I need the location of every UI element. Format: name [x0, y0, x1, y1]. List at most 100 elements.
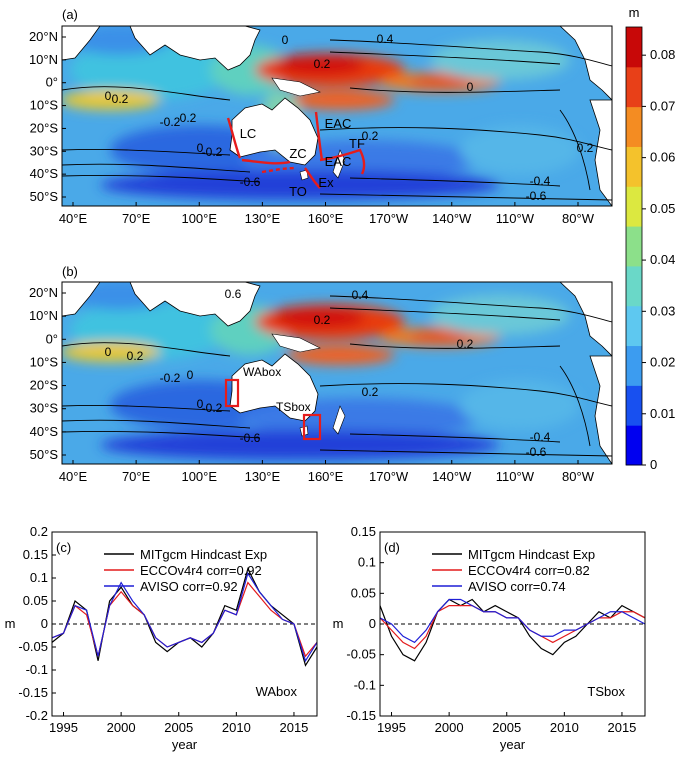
legend-entry: AVISO corr=0.74	[468, 579, 566, 594]
colorbar-swatch	[626, 106, 642, 147]
colorbar-swatch	[626, 186, 642, 227]
y-tick-label: -0.05	[18, 639, 48, 654]
contour-label: -0.6	[526, 445, 547, 459]
panel-b-frame	[61, 281, 613, 465]
y-tick-label: -0.15	[18, 685, 48, 700]
lon-tick-label: 170°W	[369, 469, 409, 484]
contour-label: -0.2	[160, 371, 181, 385]
contour-label: 0	[197, 141, 204, 155]
lon-tick-label: 110°W	[496, 469, 535, 484]
x-tick-label: 2015	[279, 720, 308, 735]
legend-entry: MITgcm Hindcast Exp	[140, 547, 267, 562]
lat-tick-label: 40°S	[30, 166, 59, 181]
current-label: TF	[349, 136, 365, 151]
lat-tick-label: 50°S	[30, 189, 59, 204]
colorbar-swatch	[626, 305, 642, 347]
lon-tick-label: 170°W	[369, 211, 409, 226]
series-line-eccov4r4	[379, 604, 646, 650]
legend-entry: ECCOv4r4 corr=0.92	[140, 563, 262, 578]
contour-label: 0.6	[225, 287, 242, 301]
box-label: WAbox	[243, 365, 281, 379]
x-axis-label: year	[172, 737, 198, 752]
contour-label: -0.6	[240, 175, 261, 189]
current-label: EAC	[325, 154, 352, 169]
legend-entry: ECCOv4r4 corr=0.82	[468, 563, 590, 578]
panel-b-lat-ticks: 20°N 10°N 0° 10°S 20°S 30°S 40°S 50°S	[29, 285, 66, 462]
panel-a-lat-ticks: 20°N 10°N 0° 10°S 20°S 30°S 40°S 50°S	[29, 29, 66, 204]
x-tick-label: 2000	[435, 720, 464, 735]
contour-label: -0.2	[160, 115, 181, 129]
boundary-currents	[226, 111, 366, 189]
box-name: TSbox	[587, 684, 625, 699]
contour-label: 0	[105, 345, 112, 359]
contour-label: 0.2	[577, 141, 594, 155]
current-label: EAC	[325, 116, 352, 131]
x-tick-label: 2005	[164, 720, 193, 735]
y-tick-label: -0.1	[354, 677, 376, 692]
contour-label: -0.2	[202, 401, 223, 415]
lat-tick-label: 30°S	[30, 401, 59, 416]
lat-tick-label: 0°	[46, 75, 58, 90]
colorbar-tick-label: 0.01	[650, 406, 675, 421]
current-label: Ex	[318, 175, 334, 190]
lat-tick-label: 0°	[46, 331, 58, 346]
y-tick-label: 0.2	[30, 524, 48, 539]
contour-label: -0.4	[530, 430, 551, 444]
current-label: LC	[240, 126, 257, 141]
contour-label: 0.2	[457, 337, 474, 351]
lon-tick-label: 40°E	[59, 469, 88, 484]
panel-a-field	[62, 26, 612, 206]
lon-tick-label: 140°W	[432, 211, 472, 226]
panel-a: (a) 20°N 10°N 0° 10°S 20°S 30°S 40°S 50°S 40°E 7…	[29, 7, 613, 226]
legend-entry: MITgcm Hindcast Exp	[468, 547, 595, 562]
panel-a-contour-labels: 0 0.40.20 0.200.2-0.20-0.20.2-0.4-0.6-0.60…	[105, 32, 594, 203]
lat-tick-label: 10°S	[30, 98, 59, 113]
colorbar-ticks: 0 0.01 0.02 0.03 0.04 0.05 0.06 0.07 0.08	[642, 47, 675, 472]
panel-a-current-labels: LC EAC ZC TF EAC Ex TO	[240, 116, 365, 199]
contour-label: -0.2	[202, 145, 223, 159]
lat-tick-label: 20°N	[29, 285, 58, 300]
y-tick-label: 0.15	[351, 524, 376, 539]
legend-entry: AVISO corr=0.92	[140, 579, 238, 594]
lat-tick-label: 20°S	[30, 378, 59, 393]
panel-c: (c) -0.2 -0.15 -0.1 -0.05 0 0.05 0.1 0.15 0.2 1995…	[5, 524, 318, 752]
colorbar-swatch	[626, 265, 642, 307]
x-axis-label: year	[500, 737, 526, 752]
colorbar: 0 0.01 0.02 0.03 0.04 0.05 0.06 0.07 0.08 m	[625, 5, 675, 472]
panel-b-label: (b)	[62, 264, 78, 279]
colorbar-tick-label: 0.02	[650, 355, 675, 370]
colorbar-tick-label: 0.03	[650, 303, 675, 318]
panel-b: (b) 20°N 10°N 0° 10°S 20°S 30°S 40°S 50°S 40°E 7…	[29, 264, 613, 484]
lat-tick-label: 10°N	[29, 308, 58, 323]
panel-label: (d)	[384, 540, 400, 555]
series-line-aviso	[379, 598, 646, 644]
contour-label: -0.4	[530, 174, 551, 188]
box-label: TSbox	[276, 400, 311, 414]
colorbar-tick-label: 0.07	[650, 98, 675, 113]
colorbar-swatch	[626, 226, 642, 267]
contour-label: 0	[197, 397, 204, 411]
contour-label: 0.2	[127, 349, 144, 363]
panel-b-lon-ticks: 40°E 70°E 100°E 130°E 160°E 170°W 140°W 110°W 80…	[59, 460, 595, 484]
colorbar-tick-label: 0.05	[650, 201, 675, 216]
colorbar-swatch	[626, 385, 642, 426]
contour-label: 0.2	[112, 92, 129, 106]
contour-label: 0.2	[362, 385, 379, 399]
current-label: TO	[289, 184, 307, 199]
y-tick-label: 0.15	[23, 547, 48, 562]
panel-b-field	[62, 282, 612, 464]
contour-label: 0.2	[362, 129, 379, 143]
panel-a-label: (a)	[62, 7, 78, 22]
series-line-aviso	[51, 571, 318, 663]
colorbar-swatch	[626, 146, 642, 187]
contour-label: 0	[105, 89, 112, 103]
contour-label: 0.2	[314, 313, 331, 327]
panel-a-lon-ticks: 40°E 70°E 100°E 130°E 160°E 170°W 140°W 110°W 80…	[59, 202, 595, 226]
colorbar-swatch	[626, 425, 642, 466]
y-tick-label: 0.1	[358, 555, 376, 570]
colorbar-swatch	[626, 345, 642, 386]
x-tick-label: 2005	[492, 720, 521, 735]
colorbar-tick-label: 0.06	[650, 150, 675, 165]
panel-b-contour-labels: 0.6 0.40.20 0.20.20-0.20-0.20.2-0.4-0.6-0.…	[105, 287, 551, 459]
